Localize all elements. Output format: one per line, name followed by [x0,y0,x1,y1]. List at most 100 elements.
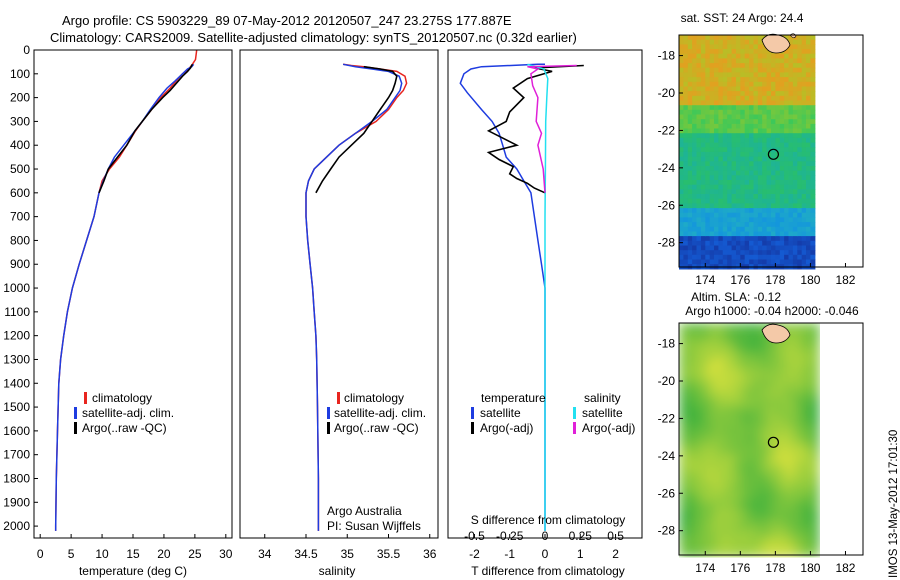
heatmap-cell [718,226,724,233]
heatmap-cell [709,67,715,73]
heatmap-cell [801,119,807,125]
heatmap-cell [775,72,781,78]
heatmap-cell [740,332,750,343]
heatmap-cell [810,142,816,148]
heatmap-cell [687,100,693,106]
heatmap-cell [692,222,698,228]
heatmap-cell [736,184,741,190]
heatmap-cell [714,538,724,549]
heatmap-cell [792,91,798,97]
heatmap-cell [771,114,776,120]
heatmap-cell [727,142,733,148]
heatmap-cell [775,189,781,195]
heatmap-cell [700,44,706,50]
heatmap-cell [806,53,811,59]
heatmap-cell [736,67,741,73]
heatmap-cell [806,86,811,92]
heatmap-cell [727,86,733,92]
heatmap-cell [775,180,781,186]
heatmap-cell [731,379,741,390]
heatmap-cell [762,208,768,214]
x-tick-label: -2 [469,547,480,561]
heatmap-cell [705,491,715,502]
heatmap-cell [810,259,816,265]
heatmap-cell [766,444,776,455]
heatmap-cell [753,44,759,50]
heatmap-cell [718,119,724,125]
heatmap-cell [757,212,763,218]
heatmap-cell [740,351,750,362]
heatmap-cell [722,208,728,214]
heatmap-cell [792,369,803,380]
heatmap-cell [700,222,706,228]
heatmap-cell [696,491,706,502]
heatmap-cell [788,109,794,116]
heatmap-cell [714,53,719,59]
heatmap-cell [722,170,728,176]
heatmap-cell [810,63,816,69]
heatmap-cell [810,151,816,158]
sla-map-title: Altim. SLA: -0.12 [691,290,781,304]
heatmap-cell [797,72,803,78]
heatmap-cell [714,379,724,390]
heatmap-cell [784,388,794,399]
heatmap-cell [709,184,715,190]
heatmap-cell [775,236,781,242]
map-y-tick-label: -24 [658,449,676,463]
heatmap-cell [788,208,794,214]
heatmap-cell [792,58,798,64]
heatmap-cell [744,151,750,158]
heatmap-cell [775,156,781,162]
heatmap-cell [749,180,755,186]
heatmap-cell [714,360,724,371]
heatmap-cell [744,184,750,190]
heatmap-cell [775,435,785,446]
heatmap-cell [749,151,755,158]
heatmap-cell [788,63,794,69]
heatmap-cell [740,444,750,455]
heatmap-cell [792,472,803,483]
heatmap-cell [740,397,750,408]
heatmap-cell [696,444,706,455]
heatmap-cell [740,114,746,120]
heatmap-cell [766,95,772,102]
heatmap-cell [705,250,711,256]
heatmap-cell [696,222,702,228]
heatmap-cell [692,254,698,261]
heatmap-cell [740,170,746,176]
heatmap-cell [714,250,719,256]
heatmap-cell [753,259,759,265]
heatmap-cell [749,105,755,111]
heatmap-cell [797,63,803,69]
heatmap-cell [792,519,803,530]
heatmap-cell [736,240,741,247]
heatmap-cell [753,123,759,130]
heatmap-cell [792,388,803,399]
heatmap-cell [679,67,684,73]
heatmap-cell [784,226,790,233]
heatmap-cell [753,86,759,92]
heatmap-cell [679,109,684,116]
heatmap-cell [696,147,702,153]
heatmap-cell [766,170,772,176]
heatmap-cell [731,58,737,64]
heatmap-cell [714,63,719,69]
heatmap-cell [766,250,772,256]
heatmap-cell [806,166,811,172]
heatmap-cell [705,528,715,539]
legend-label-climatology: climatology [344,391,404,405]
heatmap-cell [740,250,746,256]
heatmap-cell [792,435,803,446]
heatmap-cell [687,332,698,343]
heatmap-cell [762,147,768,153]
heatmap-cell [727,166,733,172]
heatmap-cell [709,236,715,242]
heatmap-cell [744,123,750,130]
fiji-island-shape [761,323,791,344]
heatmap-cell [705,67,711,73]
heatmap-cell [679,519,689,530]
heatmap-cell [700,100,706,106]
heatmap-cell [687,166,693,172]
heatmap-cell [722,180,728,186]
heatmap-cell [731,109,737,116]
